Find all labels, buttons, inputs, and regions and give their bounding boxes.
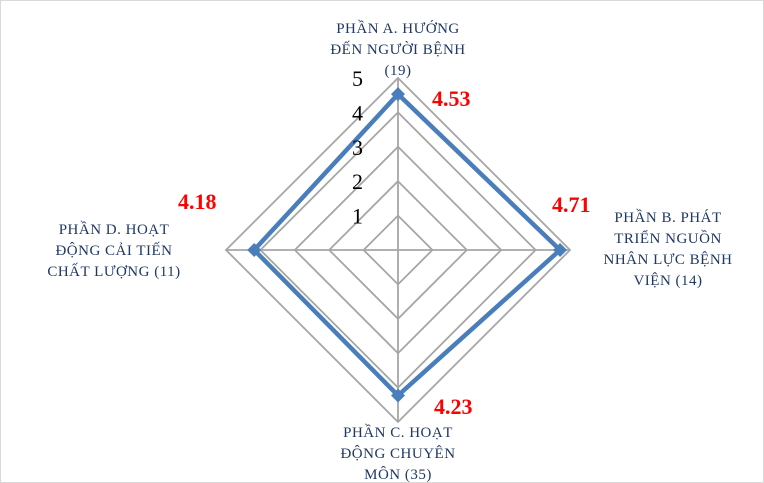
tick-labels: 1 2 3 4 5 bbox=[352, 66, 363, 229]
axis-label-line: PHẦN D. HOẠT bbox=[59, 221, 170, 238]
axis-label-line: PHẦN A. HƯỚNG bbox=[336, 20, 460, 37]
value-label-2: 4.23 bbox=[434, 394, 473, 419]
axis-label-line: VIỆN (14) bbox=[633, 272, 702, 289]
data-point-2 bbox=[391, 388, 405, 403]
axis-label-3: PHẦN D. HOẠT ĐỘNG CẢI TIẾN CHẤT LƯỢNG (11) bbox=[47, 221, 180, 280]
value-label-3: 4.18 bbox=[178, 189, 217, 214]
axis-label-line: NHÂN LỰC BỆNH bbox=[604, 251, 733, 268]
axis-label-1: PHẦN B. PHÁT TRIỂN NGUỒN NHÂN LỰC BỆNH VIỆN… bbox=[604, 209, 733, 289]
axis-label-line: CHẤT LƯỢNG (11) bbox=[47, 263, 180, 280]
data-point-0 bbox=[391, 87, 405, 102]
axis-label-line: ĐẾN NGƯỜI BỆNH bbox=[330, 41, 465, 58]
axis-label-line: (19) bbox=[385, 63, 412, 79]
axis-label-line: ĐỘNG CẢI TIẾN bbox=[55, 242, 172, 259]
data-point-3 bbox=[247, 243, 262, 257]
axis-label-0: PHẦN A. HƯỚNG ĐẾN NGƯỜI BỆNH (19) bbox=[330, 20, 465, 79]
axis-label-line: MÔN (35) bbox=[364, 466, 432, 483]
axis-label-2: PHẦN C. HOẠT ĐỘNG CHUYÊN MÔN (35) bbox=[340, 424, 455, 483]
tick-label-1: 1 bbox=[352, 204, 363, 229]
tick-label-5: 5 bbox=[352, 66, 363, 91]
value-label-0: 4.53 bbox=[432, 86, 471, 111]
tick-label-4: 4 bbox=[352, 100, 363, 125]
axis-label-line: TRIỂN NGUỒN bbox=[614, 229, 722, 247]
data-point-1 bbox=[553, 243, 568, 257]
series bbox=[247, 87, 568, 403]
value-label-1: 4.71 bbox=[552, 192, 591, 217]
value-labels: 4.53 4.71 4.23 4.18 bbox=[178, 86, 591, 419]
axis-label-line: PHẦN C. HOẠT bbox=[343, 424, 453, 441]
tick-label-3: 3 bbox=[352, 135, 363, 160]
axis-label-line: PHẦN B. PHÁT bbox=[614, 209, 721, 226]
axis-label-line: ĐỘNG CHUYÊN bbox=[340, 445, 455, 462]
axis-labels: PHẦN A. HƯỚNG ĐẾN NGƯỜI BỆNH (19) PHẦN B. P… bbox=[47, 20, 732, 483]
grid bbox=[224, 76, 572, 424]
tick-label-2: 2 bbox=[352, 169, 363, 194]
